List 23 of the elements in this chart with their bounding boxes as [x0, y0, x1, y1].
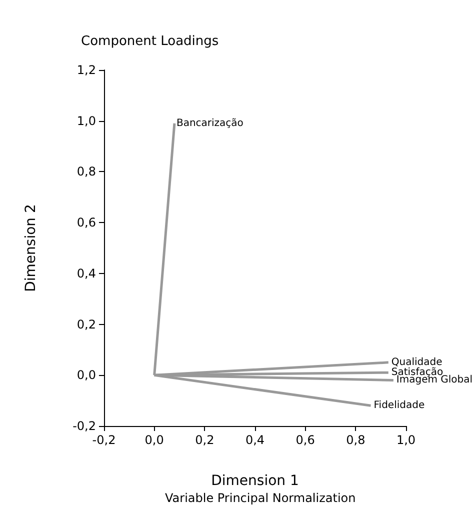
series-label: Bancarização	[176, 118, 244, 129]
y-axis-title: Dimension 2	[23, 204, 39, 292]
x-tick-label: 0,4	[245, 433, 265, 447]
x-axis-title: Dimension 1	[211, 473, 299, 489]
y-tick-label: 0,2	[76, 317, 96, 332]
y-tick-label: 0,4	[76, 266, 96, 280]
x-tick-label: 0,0	[144, 433, 164, 447]
y-tick-label: -0,2	[72, 419, 96, 433]
series-label: Fidelidade	[374, 400, 425, 412]
series-label: Imagem Global	[396, 374, 473, 386]
x-tick-label: 0,2	[195, 433, 214, 447]
text: Variable Principal Normalization	[165, 491, 356, 505]
chart-title: Component Loadings	[81, 34, 219, 49]
y-tick-label: 1,0	[76, 114, 96, 128]
series-label: Qualidade	[391, 356, 442, 368]
y-tick-label: 1,2	[76, 63, 96, 77]
y-tick-label: 0,8	[76, 164, 96, 179]
x-tick-label: 0,8	[346, 433, 366, 447]
y-tick-label: 0,6	[76, 216, 96, 230]
x-tick-label: 1,0	[396, 433, 416, 447]
x-tick-label: 0,6	[296, 433, 315, 447]
y-tick-label: 0,0	[76, 368, 96, 382]
x-tick-label: -0,2	[92, 433, 116, 447]
